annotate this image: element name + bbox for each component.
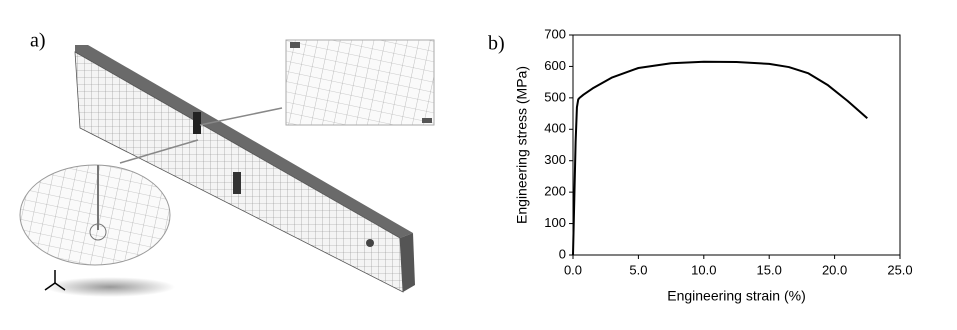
y-tick-label: 400 — [544, 121, 566, 136]
x-tick-label: 5.0 — [629, 262, 647, 277]
y-tick-label: 300 — [544, 152, 566, 167]
x-tick-label: 0.0 — [564, 262, 582, 277]
y-tick-label: 100 — [544, 215, 566, 230]
y-tick-label: 500 — [544, 89, 566, 104]
panel-label: a) — [30, 30, 46, 52]
x-tick-label: 25.0 — [887, 262, 912, 277]
x-tick-label: 15.0 — [757, 262, 782, 277]
y-axis-label: Engineering stress (MPa) — [514, 66, 530, 224]
y-tick-label: 200 — [544, 184, 566, 199]
mesh-illustration — [19, 39, 435, 297]
x-tick-label: 10.0 — [691, 262, 716, 277]
x-tick-label: 20.0 — [822, 262, 847, 277]
panel-label: b) — [488, 33, 505, 55]
y-tick-label: 600 — [544, 58, 566, 73]
plot-frame — [572, 34, 901, 256]
curve — [572, 60, 868, 256]
y-tick-label: 0 — [559, 246, 566, 261]
x-axis-label: Engineering strain (%) — [667, 288, 806, 304]
y-tick-label: 700 — [544, 26, 566, 41]
